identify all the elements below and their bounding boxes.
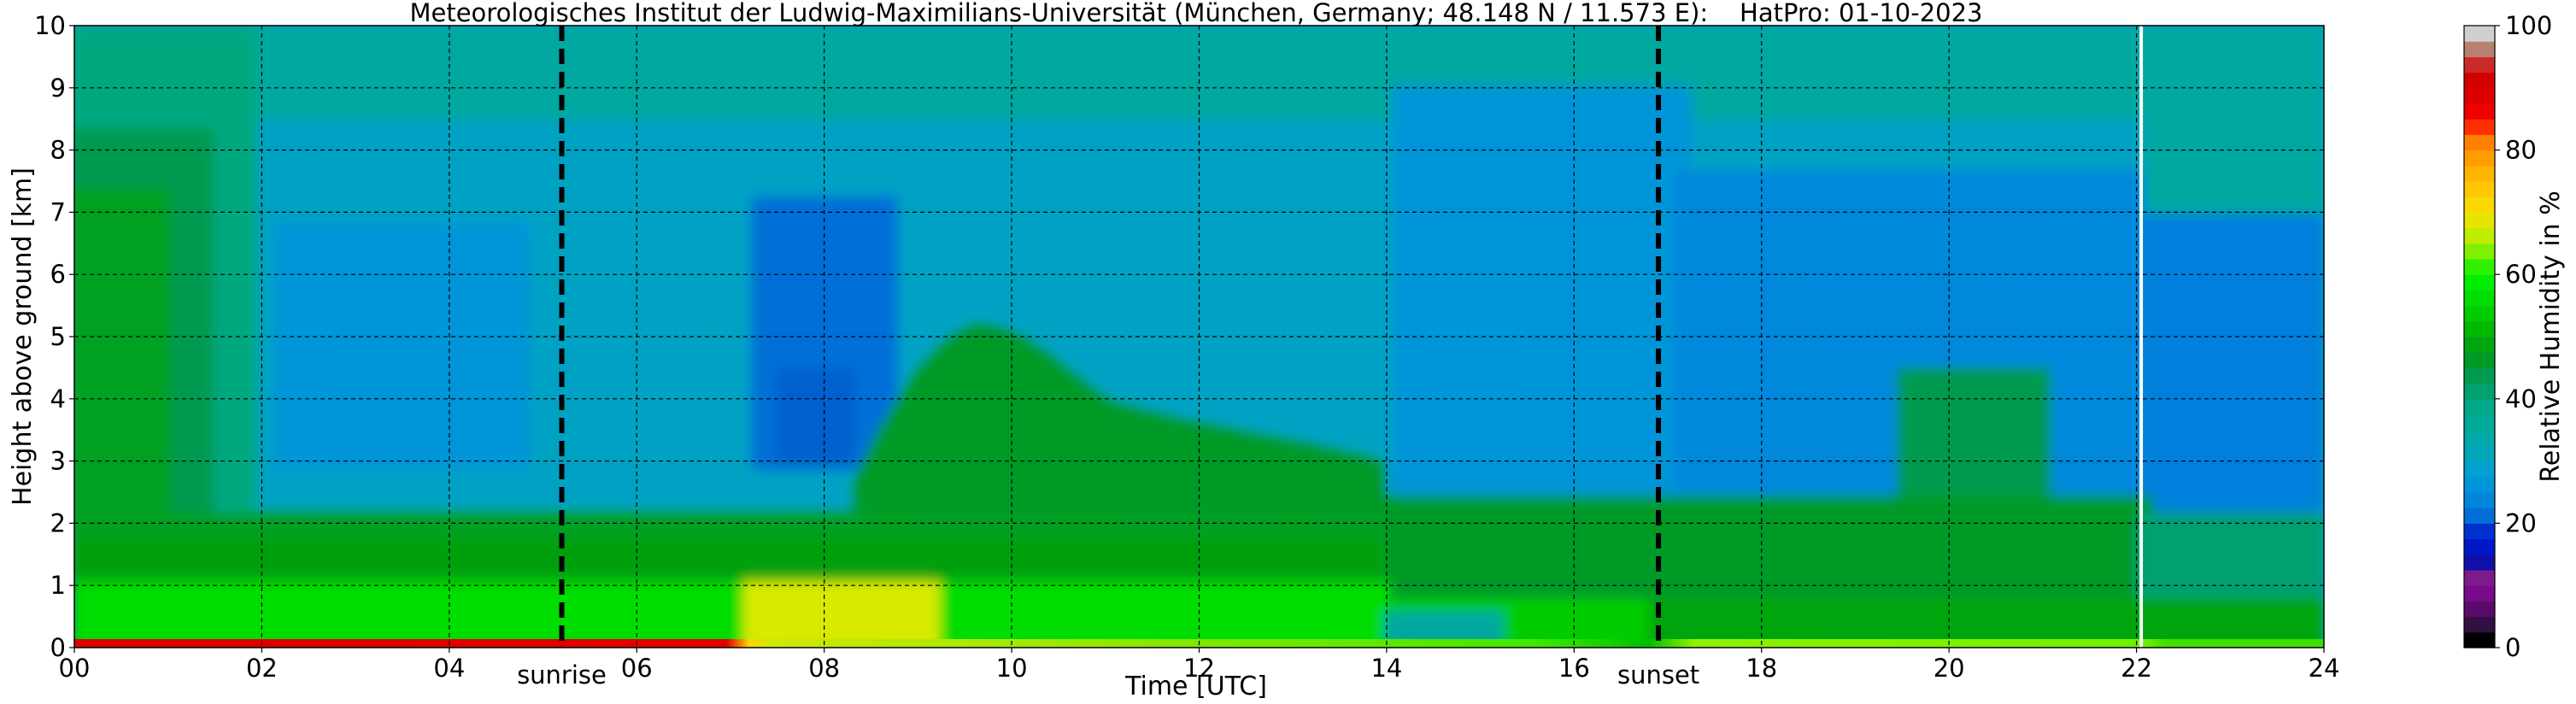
colorbar-level [2464,585,2495,601]
plot-area [74,26,2324,648]
x-tick-label: 12 [1183,654,1215,683]
colorbar-level [2464,414,2495,431]
colorbar: 0 20 40 60 80 100 Relative Humidity in % [2463,11,2566,662]
colorbar-level [2464,616,2495,633]
x-tick-label: 08 [808,654,840,683]
colorbar-level [2464,445,2495,462]
colorbar-level [2464,197,2495,213]
colorbar-level [2464,398,2495,415]
x-axis-ticks: 00 02 04 06 08 10 12 14 16 18 20 22 24 [59,648,2340,683]
colorbar-ticks: 0 20 40 60 80 100 [2495,11,2552,662]
x-tick-label: 06 [621,654,653,683]
colorbar-level [2464,212,2495,229]
colorbar-level [2464,367,2495,384]
colorbar-level [2464,103,2495,120]
colorbar-level [2464,631,2495,648]
colorbar-level [2464,150,2495,167]
colorbar-level [2464,290,2495,307]
x-tick-label: 24 [2309,654,2340,683]
chart-title: Meteorologisches Institut der Ludwig-Max… [409,0,1982,27]
y-tick-label: 4 [50,384,66,414]
colorbar-level [2464,243,2495,260]
colorbar-level [2464,227,2495,244]
y-tick-label: 0 [50,633,66,662]
grid [74,26,2324,648]
y-tick-label: 7 [50,197,66,226]
x-tick-label: 22 [2121,654,2152,683]
colorbar-level [2464,601,2495,618]
colorbar-level [2464,41,2495,57]
colorbar-level [2464,56,2495,73]
y-tick-label: 8 [50,136,66,165]
colorbar-level [2464,181,2495,197]
colorbar-level [2464,165,2495,182]
colorbar-levels [2464,26,2495,648]
colorbar-level [2464,320,2495,337]
sunset-label: sunset [1617,660,1699,689]
colorbar-tick-label: 60 [2505,260,2537,289]
colorbar-tick-label: 40 [2505,384,2537,414]
colorbar-tick-label: 80 [2505,136,2537,165]
colorbar-level [2464,134,2495,151]
y-tick-label: 1 [50,571,66,600]
event-markers [559,26,2144,648]
colorbar-frame [2463,25,2496,648]
y-tick-label: 2 [50,508,66,537]
colorbar-level [2464,274,2495,290]
colorbar-level [2464,507,2495,524]
y-tick-label: 3 [50,447,66,476]
y-tick-label: 9 [50,73,66,103]
y-axis-ticks: 0 1 2 3 4 5 6 7 8 9 10 [34,11,74,662]
colorbar-level [2464,352,2495,368]
colorbar-level [2464,337,2495,353]
y-axis-title: Height above ground [km] [8,167,38,506]
colorbar-level [2464,72,2495,89]
x-tick-label: 04 [433,654,465,683]
colorbar-tick-label: 100 [2505,11,2552,40]
colorbar-level [2464,259,2495,275]
x-tick-label: 10 [996,654,1028,683]
colorbar-level [2464,523,2495,540]
x-tick-label: 18 [1746,654,1777,683]
colorbar-tick-label: 0 [2505,633,2520,662]
y-tick-label: 10 [34,11,66,40]
y-tick-label: 6 [50,260,66,289]
colorbar-level [2464,570,2495,586]
colorbar-level [2464,476,2495,493]
colorbar-level [2464,383,2495,400]
colorbar-level [2464,26,2495,42]
x-tick-label: 16 [1558,654,1590,683]
colorbar-tick-label: 20 [2505,508,2537,537]
colorbar-level [2464,119,2495,135]
x-tick-label: 00 [59,654,91,683]
colorbar-level [2464,492,2495,508]
sunrise-label: sunrise [517,660,607,689]
colorbar-level [2464,87,2495,104]
colorbar-level [2464,305,2495,322]
x-axis-title: Time [UTC] [1124,672,1267,701]
marker-labels: sunrise sunset [517,660,1699,689]
colorbar-level [2464,538,2495,555]
colorbar-level [2464,461,2495,478]
colorbar-level [2464,430,2495,446]
y-tick-label: 5 [50,322,66,351]
colorbar-level [2464,554,2495,571]
x-tick-label: 02 [246,654,278,683]
x-tick-label: 20 [1933,654,1965,683]
colorbar-title: Relative Humidity in % [2536,191,2566,482]
x-tick-label: 14 [1370,654,1402,683]
